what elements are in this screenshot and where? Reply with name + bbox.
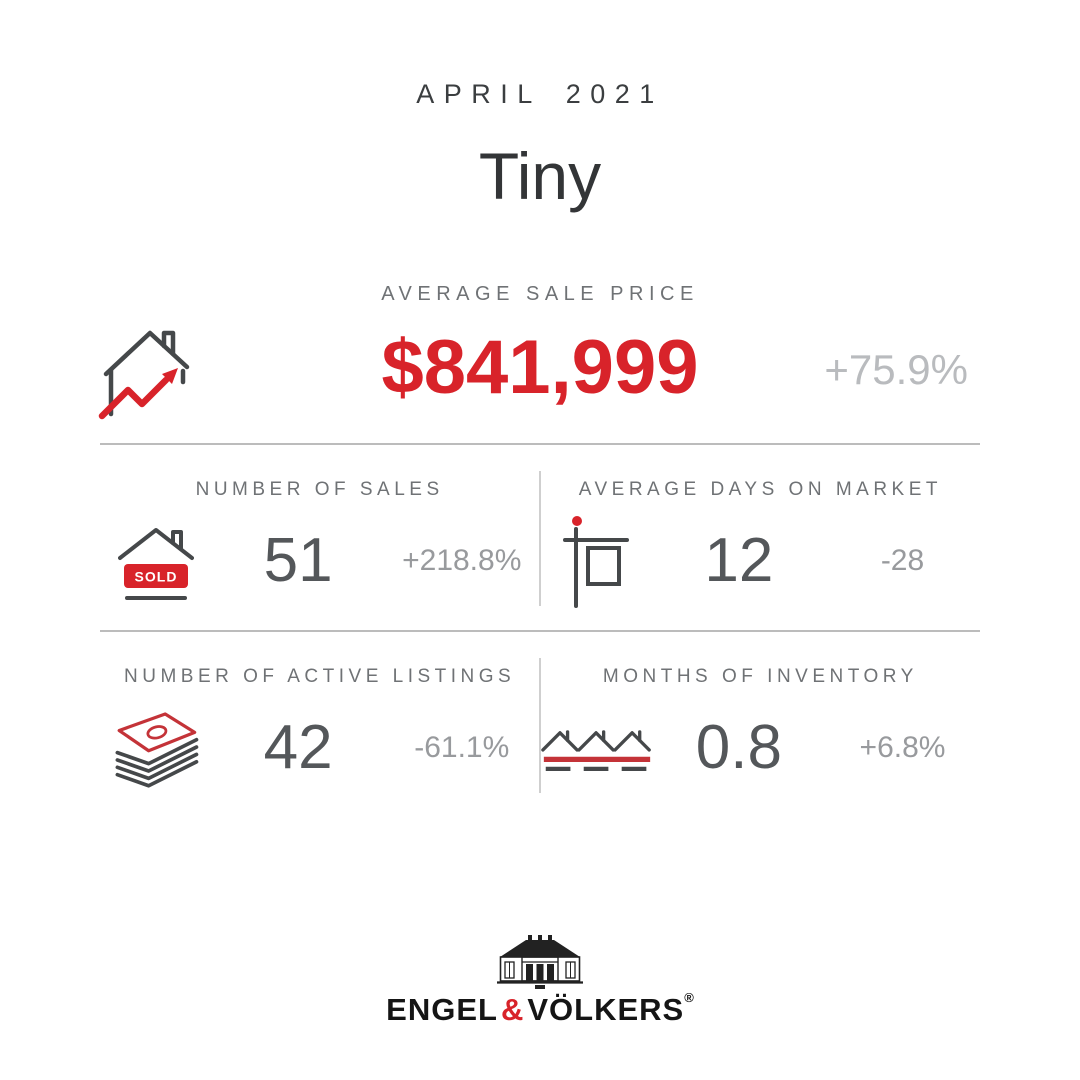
stat-label: MONTHS OF INVENTORY <box>602 666 918 687</box>
vertical-divider <box>539 658 541 793</box>
stats-row-2: NUMBER OF ACTIVE LISTINGS 42 -61.1% <box>100 632 980 817</box>
for-sale-sign-icon <box>541 514 653 608</box>
money-stack-icon <box>100 703 212 793</box>
stat-label: AVERAGE DAYS ON MARKET <box>578 479 943 500</box>
sold-house-icon: SOLD <box>100 518 212 604</box>
stat-months-of-inventory: MONTHS OF INVENTORY <box>540 632 980 817</box>
stat-value: 12 <box>704 525 774 595</box>
stat-value: 51 <box>263 525 333 595</box>
stat-number-of-active-listings: NUMBER OF ACTIVE LISTINGS 42 -61.1% <box>100 632 539 817</box>
stat-average-days-on-market: AVERAGE DAYS ON MARKET 12 -28 <box>541 445 980 630</box>
stat-change: +218.8% <box>402 543 522 577</box>
stat-change: -61.1% <box>414 730 510 764</box>
stat-value: 42 <box>263 712 333 782</box>
page-title: Tiny <box>478 139 602 213</box>
villa-icon <box>0 933 1080 991</box>
stat-label: NUMBER OF ACTIVE LISTINGS <box>124 666 516 687</box>
sold-badge-label: SOLD <box>135 568 178 584</box>
stat-change: +6.8% <box>859 730 946 764</box>
horizontal-divider <box>100 443 980 445</box>
brand-volkers: VÖLKERS <box>527 992 685 1027</box>
stat-change: -28 <box>880 543 925 577</box>
house-price-trend-icon <box>98 322 204 425</box>
vertical-divider <box>539 471 541 606</box>
hero-stat-change: +75.9% <box>824 346 968 393</box>
stat-label: NUMBER OF SALES <box>195 479 444 500</box>
brand-logo: ENGEL&VÖLKERS® <box>0 990 1080 1028</box>
hero-stat-label: AVERAGE SALE PRICE <box>381 283 699 305</box>
registered-mark: ® <box>684 990 694 1005</box>
brand-engel: ENGEL <box>386 992 498 1027</box>
report-month: APRIL 2021 <box>416 79 664 109</box>
stat-value: 0.8 <box>695 712 782 782</box>
hero-stat-value: $841,999 <box>381 325 699 410</box>
brand-ampersand: & <box>500 992 525 1027</box>
stats-row-1: NUMBER OF SALES SOLD 51 +218.8% AVERAGE … <box>100 445 980 630</box>
houses-row-icon <box>540 719 653 777</box>
stat-number-of-sales: NUMBER OF SALES SOLD 51 +218.8% <box>100 445 539 630</box>
horizontal-divider <box>100 630 980 632</box>
